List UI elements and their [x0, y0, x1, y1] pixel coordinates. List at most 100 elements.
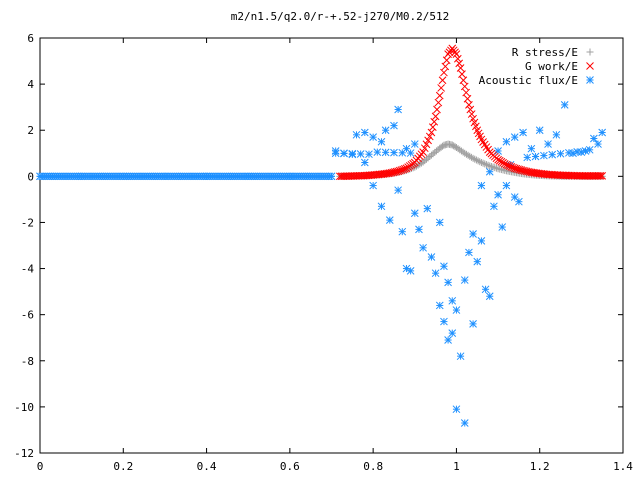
series-1: [335, 44, 607, 181]
data-point: [469, 154, 477, 162]
legend-label: G work/E: [525, 60, 578, 73]
data-point: [531, 152, 540, 161]
data-point: [286, 172, 294, 181]
data-point: [460, 82, 469, 91]
data-point: [433, 105, 441, 114]
data-point: [435, 218, 444, 227]
data-point: [474, 157, 482, 165]
data-point: [510, 133, 519, 141]
legend-marker: [586, 76, 594, 84]
data-point: [596, 172, 605, 180]
data-point: [477, 159, 485, 166]
data-point: [398, 227, 407, 236]
legend-marker: [586, 62, 594, 70]
data-point: [455, 59, 464, 68]
data-point: [589, 134, 598, 143]
data-point: [502, 181, 511, 190]
data-point: [479, 159, 487, 167]
data-point: [460, 419, 469, 427]
legend-label: Acoustic flux/E: [479, 74, 578, 87]
data-point: [481, 285, 490, 294]
data-point: [437, 84, 446, 92]
data-point: [425, 132, 434, 141]
data-point: [352, 130, 361, 139]
data-point: [419, 148, 427, 156]
data-point: [577, 148, 586, 156]
data-point: [360, 158, 369, 167]
y-tick-label: 4: [27, 78, 34, 91]
series-layer: [36, 44, 607, 427]
x-tick-label: 0: [37, 460, 44, 473]
data-point: [594, 140, 602, 148]
data-point: [340, 149, 348, 158]
data-point: [419, 243, 427, 252]
x-tick-label: 0.4: [197, 460, 217, 473]
data-point: [438, 76, 447, 85]
data-point: [465, 101, 473, 109]
y-tick-label: -2: [21, 216, 34, 229]
data-point: [594, 172, 603, 180]
x-tick-label: 0.8: [363, 460, 383, 473]
data-point: [244, 172, 253, 181]
data-point: [481, 160, 489, 168]
data-point: [471, 155, 479, 163]
data-point: [458, 70, 466, 78]
x-tick-label: 0.6: [280, 460, 300, 473]
data-point: [440, 262, 448, 271]
x-tick-label: 1.4: [613, 460, 633, 473]
data-point: [469, 230, 477, 238]
plot-frame: [39, 37, 624, 454]
data-point: [369, 133, 377, 141]
data-point: [427, 253, 436, 261]
data-point: [406, 267, 415, 275]
data-point: [477, 181, 486, 190]
data-point: [469, 320, 477, 328]
data-point: [390, 148, 398, 157]
data-point: [377, 202, 386, 211]
data-point: [434, 98, 443, 107]
chart-title: m2/n1.5/q2.0/r-+.52-j270/M0.2/512: [231, 10, 450, 23]
data-point: [327, 172, 336, 181]
data-point: [462, 88, 470, 97]
data-point: [444, 278, 452, 287]
data-point: [360, 128, 369, 137]
data-point: [424, 136, 432, 145]
data-point: [490, 202, 498, 211]
data-point: [548, 150, 557, 159]
y-tick-label: -10: [14, 401, 34, 414]
data-point: [569, 149, 577, 158]
data-point: [585, 145, 594, 154]
data-point: [484, 161, 492, 169]
y-tick-label: 6: [27, 32, 34, 45]
data-point: [409, 164, 417, 172]
data-point: [519, 128, 527, 137]
legend-marker: [586, 48, 594, 56]
data-point: [161, 172, 169, 181]
data-point: [422, 140, 431, 149]
data-point: [356, 150, 365, 158]
data-point: [463, 94, 472, 103]
data-point: [331, 147, 340, 155]
y-tick-label: -4: [21, 263, 35, 276]
data-point: [452, 405, 461, 414]
data-point: [489, 163, 497, 171]
data-point: [502, 137, 511, 146]
data-point: [494, 190, 502, 199]
data-point: [523, 153, 532, 162]
y-tick-label: 0: [27, 170, 34, 183]
data-point: [448, 329, 457, 337]
data-point: [560, 101, 569, 109]
data-point: [369, 181, 377, 190]
tick-labels: 0 0.2 0.4 0.6 0.8 1 1.2 1.4 6 4 2 0 -2 -4 -6 -8 -10 -12: [14, 32, 633, 473]
data-point: [452, 306, 461, 314]
data-point: [487, 163, 495, 171]
data-point: [415, 225, 423, 234]
x-tick-label: 1.2: [530, 460, 550, 473]
data-point: [540, 151, 548, 160]
y-tick-label: -8: [21, 355, 34, 368]
data-point: [453, 54, 462, 63]
y-tick-label: -6: [21, 309, 34, 322]
data-point: [410, 140, 419, 148]
data-point: [460, 276, 469, 284]
